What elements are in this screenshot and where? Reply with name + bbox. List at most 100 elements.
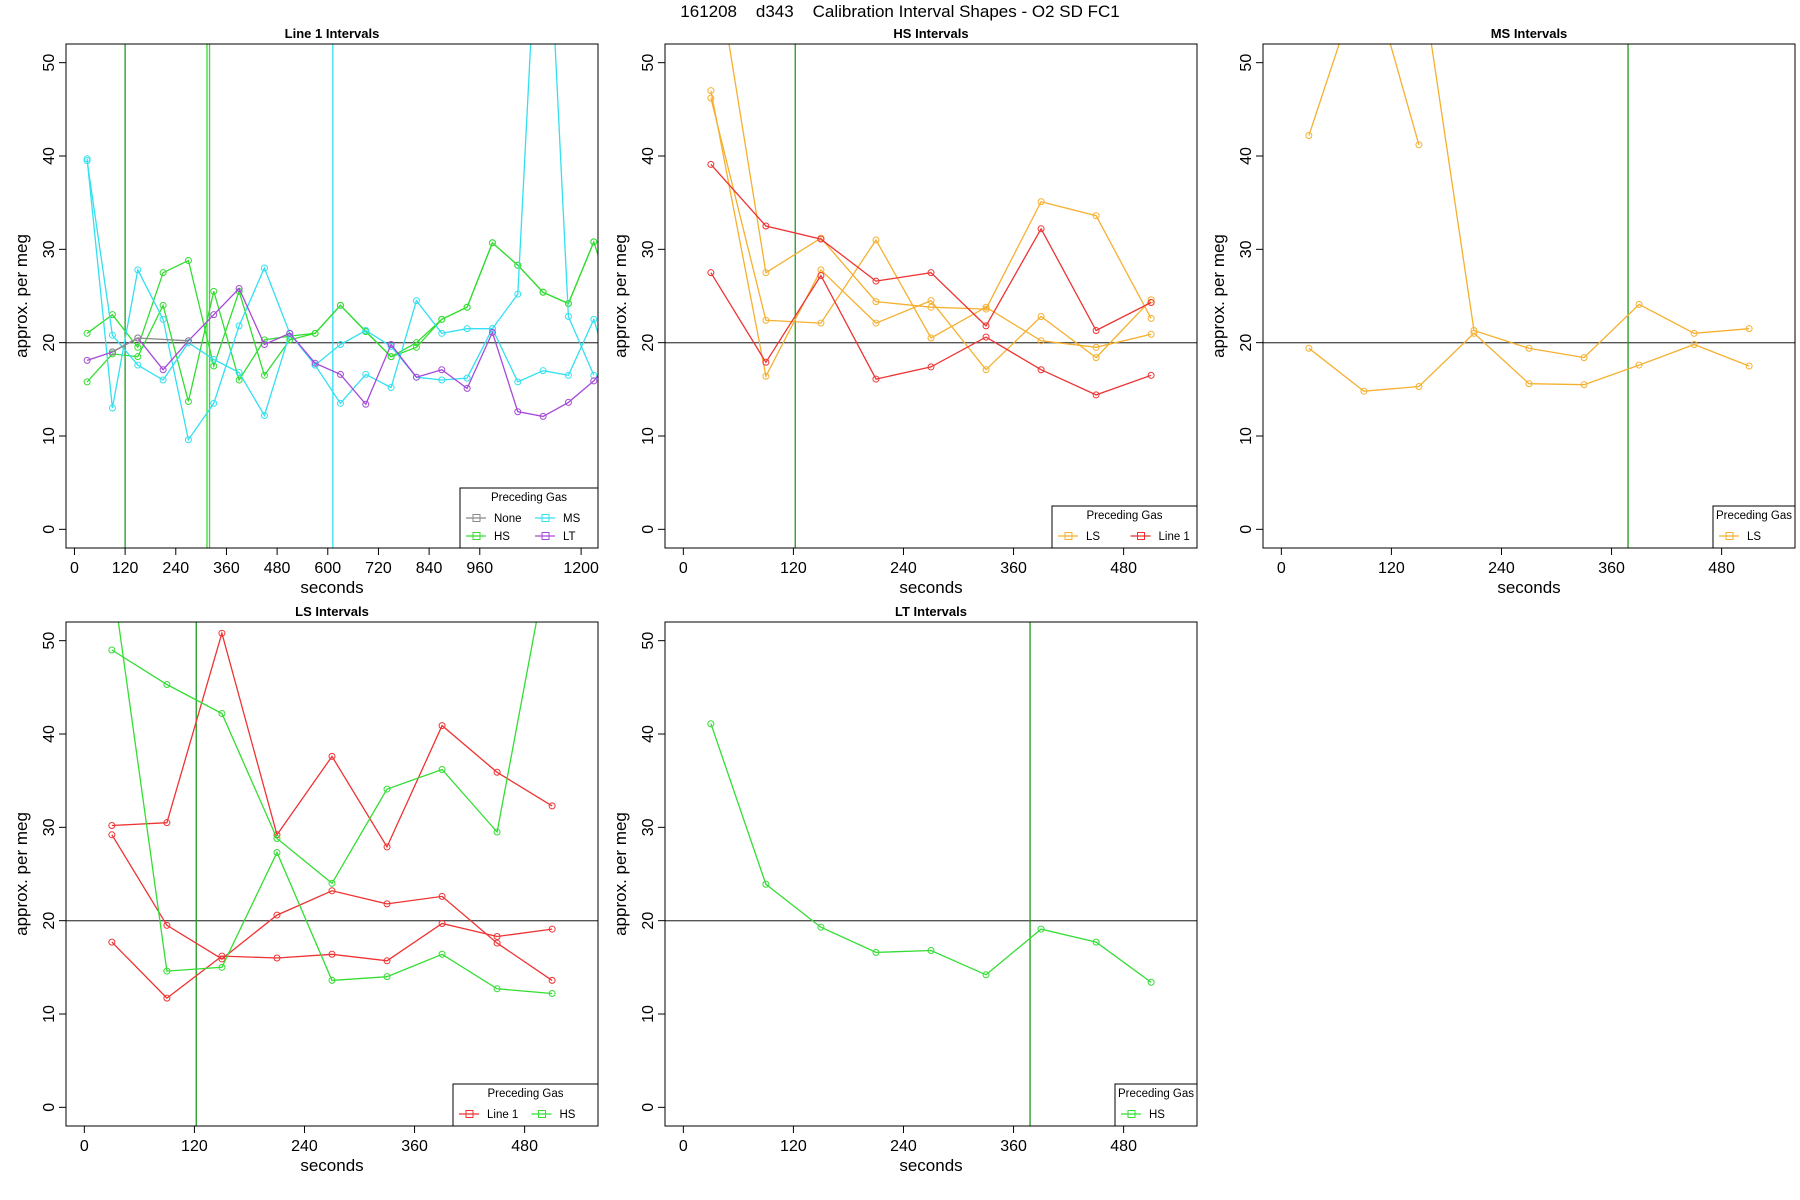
y-tick-label: 20	[41, 912, 58, 930]
y-tick-label: 0	[41, 525, 58, 534]
data-point	[336, 370, 344, 378]
data-point	[1147, 978, 1155, 986]
y-tick-label: 20	[640, 334, 657, 352]
legend-title: Preceding Gas	[1086, 510, 1162, 522]
data-point	[590, 377, 598, 385]
legend-swatch-marker	[541, 514, 550, 522]
data-point	[83, 356, 91, 364]
x-tick-label: 120	[1378, 560, 1405, 577]
data-point	[927, 947, 935, 955]
y-tick-label: 10	[1238, 427, 1255, 445]
data-point	[463, 374, 471, 382]
x-tick-label: 240	[291, 1138, 318, 1155]
data-point	[184, 436, 192, 444]
data-point	[463, 384, 471, 392]
data-point	[184, 337, 192, 345]
x-tick-label: 720	[365, 560, 392, 577]
data-point	[286, 329, 294, 337]
x-tick-label: 480	[1110, 1138, 1137, 1155]
data-point	[493, 768, 501, 776]
x-tick-label: 360	[1598, 560, 1625, 577]
series-line	[1389, 44, 1420, 145]
data-point	[383, 973, 391, 981]
plot-area	[665, 44, 1197, 548]
data-point	[387, 341, 395, 349]
x-tick-label: 120	[112, 560, 139, 577]
data-point	[108, 938, 116, 946]
data-point	[159, 315, 167, 323]
data-point	[762, 316, 770, 324]
data-point	[564, 371, 572, 379]
data-point	[336, 341, 344, 349]
data-point	[1092, 938, 1100, 946]
plot-area	[1263, 44, 1795, 548]
data-point	[539, 412, 547, 420]
data-point	[872, 319, 880, 327]
data-point	[1037, 198, 1045, 206]
x-tick-label: 0	[1277, 560, 1286, 577]
x-tick-label: 0	[679, 560, 688, 577]
data-point	[927, 303, 935, 311]
data-point	[328, 950, 336, 958]
data-point	[83, 329, 91, 337]
legend-label: HS	[560, 1109, 576, 1121]
data-point	[1037, 366, 1045, 374]
data-point	[539, 288, 547, 296]
x-tick-label: 480	[264, 560, 291, 577]
y-tick-label: 30	[41, 240, 58, 258]
data-point	[817, 319, 825, 327]
plot-area	[66, 44, 605, 548]
x-axis-label: seconds	[899, 1156, 962, 1175]
data-point	[218, 709, 226, 717]
data-point	[383, 843, 391, 851]
data-point	[1635, 361, 1643, 369]
y-tick-label: 50	[41, 632, 58, 650]
data-point	[1037, 337, 1045, 345]
y-axis-label: approx. per meg	[611, 812, 630, 936]
data-point	[514, 261, 522, 269]
data-point	[311, 329, 319, 337]
data-point	[1580, 381, 1588, 389]
data-point	[982, 322, 990, 330]
legend-swatch-marker	[538, 1110, 546, 1118]
data-point	[1690, 341, 1698, 349]
data-point	[1037, 925, 1045, 933]
data-point	[260, 336, 268, 344]
series-line	[728, 44, 1152, 319]
data-point	[514, 408, 522, 416]
legend-swatch-marker	[1064, 532, 1073, 540]
x-tick-label: 240	[1488, 560, 1515, 577]
data-point	[548, 989, 556, 997]
data-point	[1525, 380, 1533, 388]
data-point	[134, 334, 142, 342]
data-point	[493, 933, 501, 941]
x-tick-label: 600	[314, 560, 341, 577]
series-line	[111, 922, 553, 999]
panel-title: Line 1 Intervals	[285, 26, 380, 41]
data-point	[599, 265, 605, 271]
data-point	[590, 238, 598, 246]
y-tick-label: 20	[640, 912, 657, 930]
data-point	[134, 266, 142, 274]
x-tick-label: 480	[1110, 560, 1137, 577]
series-line	[1308, 44, 1750, 359]
legend-box	[452, 1083, 599, 1127]
x-axis-label: seconds	[300, 1156, 363, 1175]
data-point	[1037, 225, 1045, 233]
data-point	[872, 298, 880, 306]
data-point	[273, 835, 281, 843]
plot-frame	[65, 43, 599, 549]
series-line	[112, 337, 189, 353]
x-tick-label: 0	[80, 1138, 89, 1155]
data-point	[387, 342, 395, 350]
data-point	[260, 264, 268, 272]
legend-box	[1712, 505, 1796, 549]
data-point	[134, 361, 142, 369]
data-point	[872, 948, 880, 956]
series-line	[710, 90, 1152, 379]
data-point	[311, 359, 319, 367]
x-tick-label: 360	[401, 1138, 428, 1155]
data-point	[83, 157, 91, 165]
data-point	[260, 371, 268, 379]
